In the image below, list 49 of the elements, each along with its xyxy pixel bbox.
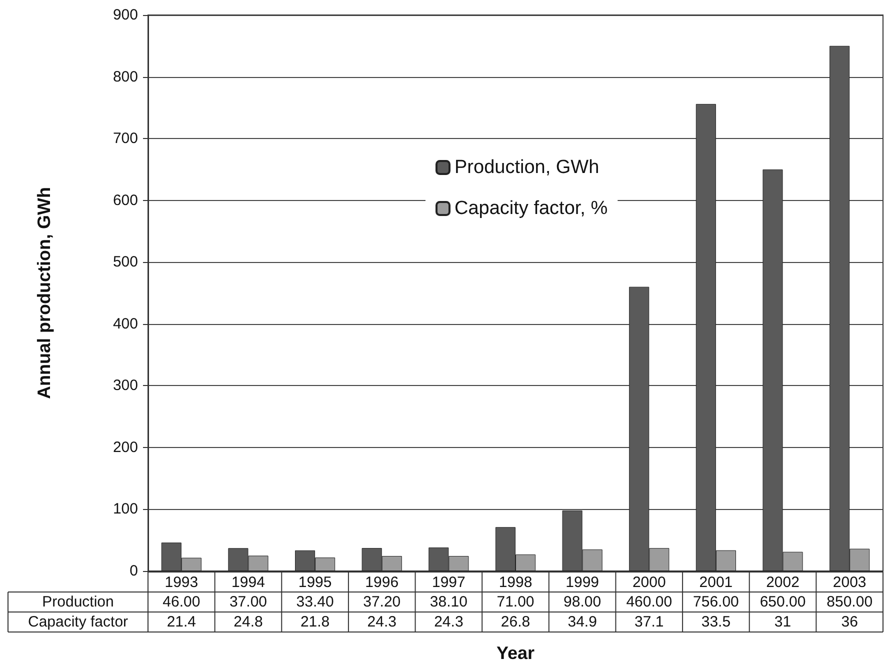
y-tick-label: 0: [130, 562, 138, 580]
data-label: 24.8: [234, 614, 263, 630]
data-label: 37.00: [229, 594, 267, 610]
y-tick-label: 600: [112, 192, 138, 209]
text: Capacity factor: [28, 614, 128, 630]
x-tick-label: 1996: [365, 574, 399, 591]
data-label: 31: [774, 614, 792, 630]
data-label: 24.3: [367, 614, 396, 630]
data-label: 756.00: [693, 594, 739, 610]
data-label: 24.3: [434, 614, 464, 630]
legend-label: Capacity factor, %: [454, 198, 608, 219]
data-label: 21.8: [300, 614, 330, 630]
y-tick-label: 200: [112, 438, 138, 456]
x-tick-label: 2001: [699, 574, 733, 591]
data-label: 37.1: [634, 614, 664, 630]
y-tick-label: 300: [112, 377, 138, 394]
x-tick-label: 1993: [164, 574, 198, 591]
x-tick-label: 1994: [232, 574, 265, 591]
x-tick-label: 2000: [632, 574, 666, 591]
text: Production: [42, 594, 114, 610]
data-label: 46.00: [162, 594, 200, 610]
y-axis-title: Annual production, GWh: [34, 187, 54, 399]
x-tick-label: 1997: [432, 574, 466, 591]
x-tick-label: 2002: [766, 574, 800, 591]
y-tick-label: 700: [112, 130, 138, 148]
y-tick-label: 900: [112, 6, 138, 24]
data-label: 98.00: [564, 594, 602, 610]
data-label: 33.5: [701, 614, 731, 630]
y-tick-label: 800: [112, 68, 138, 86]
y-tick-label: 400: [112, 315, 138, 332]
data-label: 26.8: [500, 614, 530, 630]
data-label: 36: [841, 614, 858, 630]
data-label: 34.9: [568, 614, 597, 630]
x-tick-label: 2003: [832, 574, 866, 591]
data-label: 850.00: [826, 594, 873, 610]
data-label: 650.00: [760, 594, 806, 610]
y-tick-label: 100: [112, 500, 138, 518]
y-tick-label: 500: [112, 254, 138, 271]
data-label: 71.00: [496, 594, 534, 610]
x-tick-label: 1999: [566, 574, 600, 591]
legend-label: Production, GWh: [454, 157, 600, 178]
x-axis-title: Year: [496, 643, 535, 663]
data-label: 38.10: [430, 594, 468, 610]
data-label: 21.4: [166, 614, 196, 630]
x-tick-label: 1995: [298, 574, 332, 591]
data-label: 37.20: [363, 594, 401, 610]
x-tick-label: 1998: [498, 574, 532, 591]
data-label: 33.40: [296, 594, 334, 610]
data-label: 460.00: [626, 594, 672, 610]
